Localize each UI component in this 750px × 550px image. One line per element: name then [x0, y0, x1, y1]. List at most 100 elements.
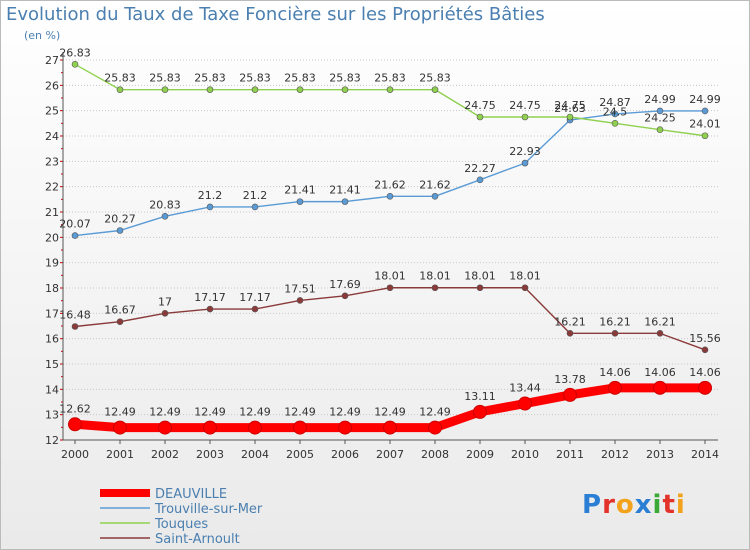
data-label: 25.83 [104, 72, 136, 85]
x-tick-label: 2009 [466, 448, 494, 461]
y-tick-label: 14 [45, 383, 59, 396]
data-label: 13.11 [464, 390, 496, 403]
data-label: 21.2 [243, 189, 268, 202]
series-line-trouville-sur-mer [74, 110, 706, 237]
data-label: 20.07 [59, 218, 91, 231]
data-point [68, 417, 82, 432]
data-label: 18.01 [419, 270, 451, 283]
data-point [386, 284, 394, 292]
data-label: 26.83 [59, 46, 91, 59]
data-point [701, 132, 709, 140]
data-label: 16.67 [104, 304, 136, 317]
x-tick-label: 2006 [331, 448, 359, 461]
data-point [296, 86, 304, 93]
data-point [341, 292, 349, 300]
data-point [206, 86, 214, 93]
data-points [68, 61, 712, 435]
data-label: 24.87 [599, 96, 631, 109]
data-point [386, 192, 394, 200]
data-label: 22.93 [509, 145, 541, 158]
x-tick-label: 2004 [241, 448, 269, 461]
data-point [206, 305, 214, 313]
data-point [296, 297, 304, 304]
x-tick-label: 2013 [646, 448, 674, 461]
data-label: 21.62 [374, 178, 406, 191]
data-point [428, 420, 442, 435]
data-label: 25.83 [239, 72, 271, 85]
data-label: 12.49 [194, 406, 226, 419]
data-point [656, 107, 664, 115]
data-point [341, 86, 349, 93]
y-tick-label: 20 [45, 231, 59, 244]
data-point [71, 232, 79, 239]
data-point [656, 126, 664, 133]
data-label: 12.62 [59, 402, 91, 415]
data-point [158, 420, 172, 435]
data-label: 16.21 [644, 315, 676, 328]
data-label: 16.21 [554, 315, 586, 328]
data-point [431, 284, 439, 292]
data-point [611, 330, 619, 337]
x-tick-label: 2001 [106, 448, 134, 461]
y-tick-label: 12 [45, 434, 59, 447]
data-label: 17.69 [329, 278, 361, 291]
data-labels: 12.62 12.49 12.49 12.49 12.49 12.49 12.49 12.49… [59, 46, 721, 418]
x-tick-label: 2011 [556, 448, 584, 461]
data-label: 16.48 [59, 309, 91, 322]
data-point [521, 159, 529, 167]
data-point [383, 420, 397, 435]
data-point [248, 420, 262, 435]
data-label: 25.83 [284, 72, 316, 85]
data-point [293, 420, 307, 435]
data-label: 17.17 [239, 291, 271, 304]
y-tick-label: 27 [45, 54, 59, 67]
x-tick-label: 2007 [376, 448, 404, 461]
data-label: 17.17 [194, 291, 226, 304]
x-tick-label: 2012 [601, 448, 629, 461]
data-label: 21.62 [419, 178, 451, 191]
legend: DEAUVILLETrouville-sur-MerTouquesSaint-A… [100, 487, 263, 547]
data-label: 14.06 [599, 366, 631, 379]
y-tick-label: 18 [45, 282, 59, 295]
data-point [206, 203, 214, 211]
data-point [338, 420, 352, 435]
data-label: 12.49 [104, 406, 136, 419]
logo-letter: t [662, 490, 676, 520]
y-tick-label: 17 [45, 307, 59, 320]
data-label: 12.49 [149, 406, 181, 419]
y-tick-label: 26 [45, 79, 59, 92]
data-label: 24.25 [644, 112, 676, 125]
y-axis-unit: (en %) [24, 29, 61, 42]
data-label: 21.41 [329, 184, 361, 197]
chart-title: Evolution du Taux de Taxe Foncière sur l… [6, 4, 545, 25]
legend-label: Saint-Arnoult [155, 532, 240, 547]
data-label: 24.99 [689, 93, 721, 106]
data-point [203, 420, 217, 435]
logo-letter: i [652, 490, 663, 520]
y-tick-label: 22 [45, 181, 59, 194]
data-point [521, 113, 529, 121]
y-tick-label: 19 [45, 257, 59, 270]
data-point [473, 404, 487, 419]
data-point [116, 227, 124, 234]
data-point [476, 176, 484, 184]
data-label: 21.41 [284, 184, 316, 197]
data-point [611, 110, 619, 118]
x-tick-label: 2005 [286, 448, 314, 461]
data-label: 24.75 [554, 99, 586, 112]
data-label: 24.75 [509, 99, 541, 112]
data-label: 24.01 [689, 118, 721, 131]
data-label: 24.99 [644, 93, 676, 106]
data-point [341, 198, 349, 205]
data-label: 17 [158, 295, 172, 308]
y-tick-label: 24 [45, 130, 59, 143]
data-point [698, 380, 712, 395]
data-label: 14.06 [644, 366, 676, 379]
data-point [161, 310, 169, 317]
data-point [116, 86, 124, 93]
data-point [161, 213, 169, 220]
data-label: 24.5 [603, 105, 628, 118]
x-tick-label: 2014 [691, 448, 719, 461]
axes: 12 13 14 15 16 17 18 19 20 21 22 23 24 25 26 27 2000 2001… [45, 52, 719, 461]
data-point [116, 318, 124, 325]
